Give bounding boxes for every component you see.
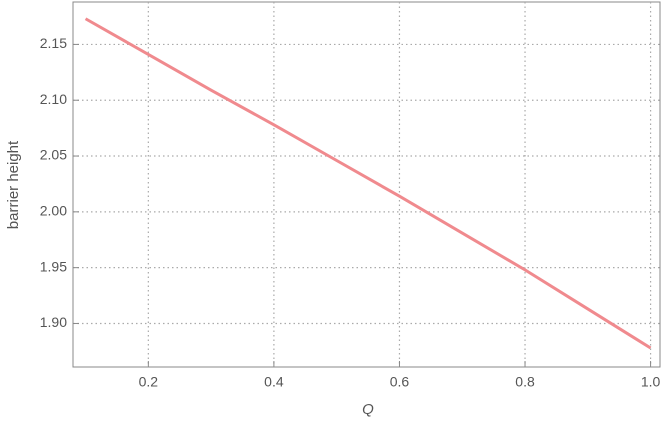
y-tick-label: 2.15 xyxy=(40,35,67,51)
y-tick-label: 1.95 xyxy=(40,258,67,274)
data-line xyxy=(84,17,652,350)
x-tick-label: 0.8 xyxy=(515,374,535,390)
x-tick-label: 0.4 xyxy=(264,374,284,390)
x-tick-label: 1.0 xyxy=(641,374,661,390)
x-tick-label: 0.6 xyxy=(390,374,410,390)
y-tick-label: 2.00 xyxy=(40,203,67,219)
y-tick-label: 1.90 xyxy=(40,314,67,330)
y-tick-label: 2.05 xyxy=(40,147,67,163)
x-axis-label: Q xyxy=(362,401,374,418)
x-tick-label: 0.2 xyxy=(139,374,159,390)
y-tick-label: 2.10 xyxy=(40,91,67,107)
y-axis-label: barrier height xyxy=(5,140,22,229)
plot-frame xyxy=(72,1,661,368)
